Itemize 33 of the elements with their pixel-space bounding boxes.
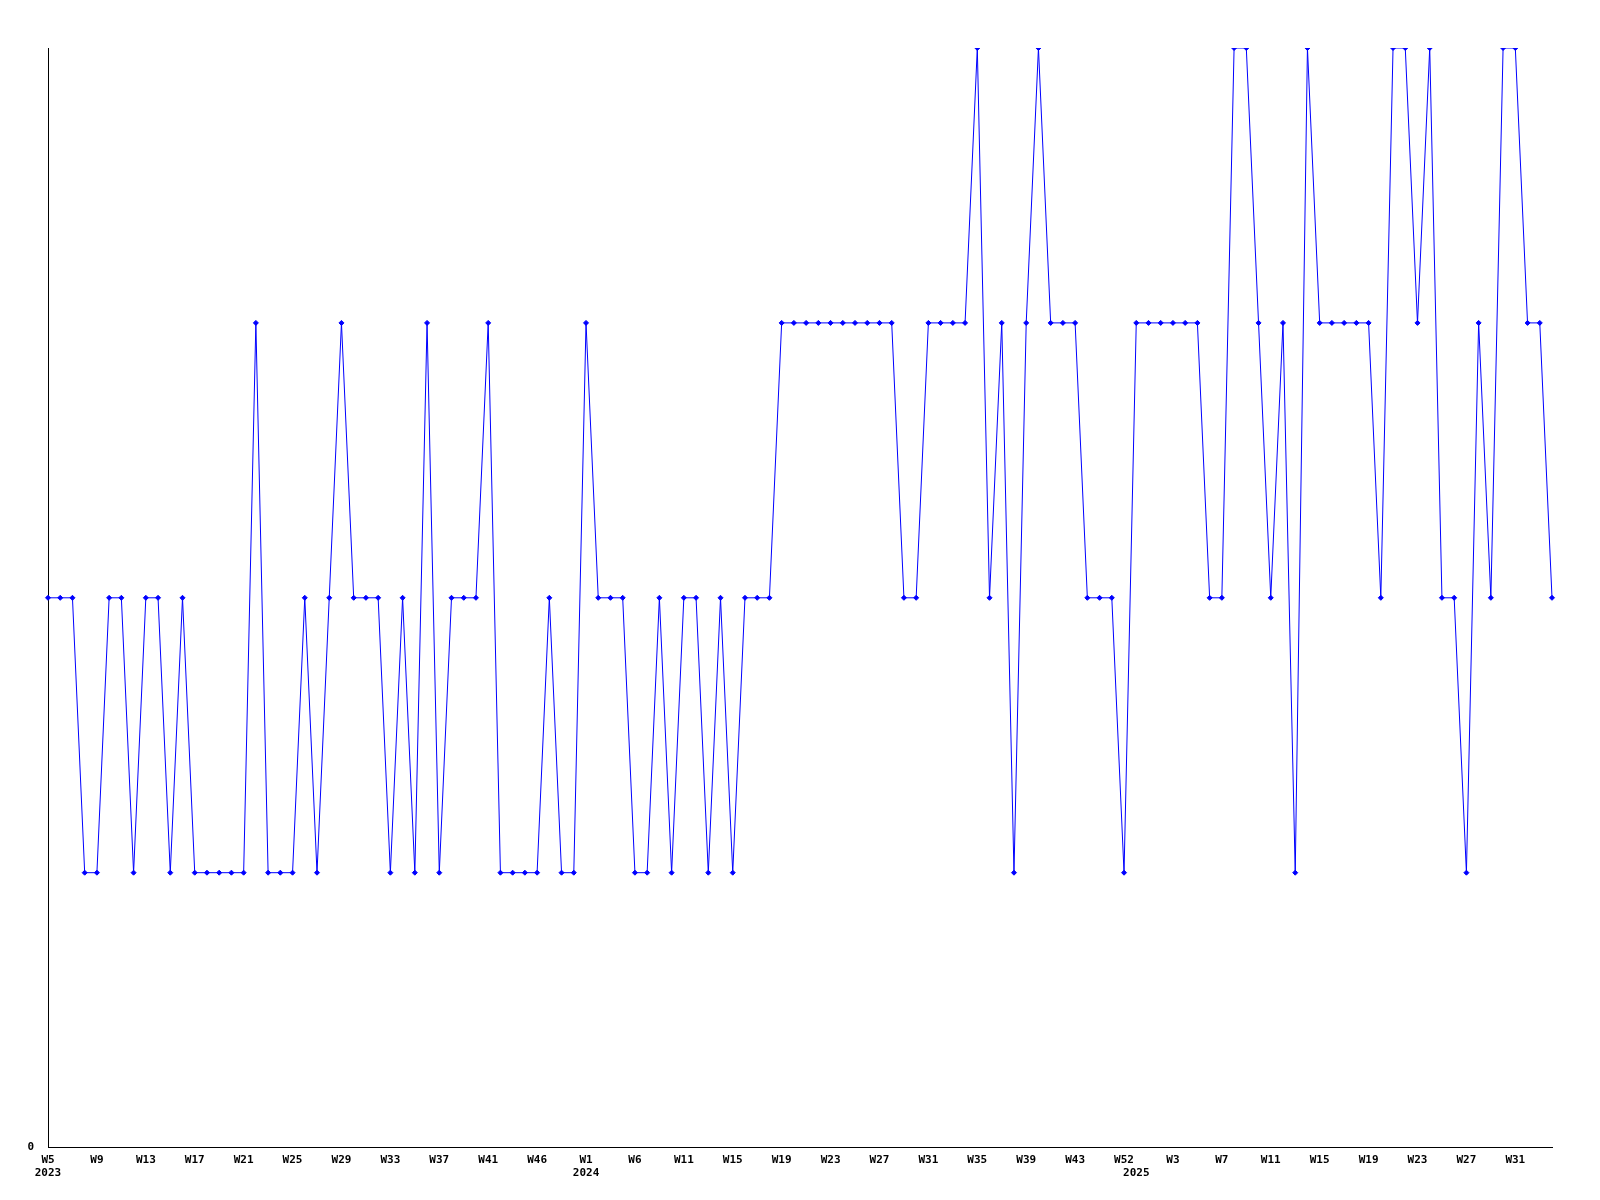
- x-tick-label: W25: [282, 1153, 303, 1167]
- x-tick-label: W23: [820, 1153, 841, 1167]
- x-tick-label: 2025: [1123, 1166, 1150, 1180]
- x-tick-label: W23: [1407, 1153, 1428, 1167]
- x-tick-label: W11: [673, 1153, 695, 1167]
- x-tick-label: W29: [331, 1153, 352, 1167]
- x-tick-label: W17: [184, 1153, 205, 1167]
- x-tick-label: W13: [135, 1153, 156, 1167]
- x-tick-label: W6: [628, 1153, 642, 1167]
- x-tick-label: W27: [1456, 1153, 1477, 1167]
- x-tick-label: W9: [90, 1153, 104, 1167]
- x-tick-label: W15: [1309, 1153, 1330, 1167]
- x-tick-label: W21: [233, 1153, 254, 1167]
- x-tick-label: W19: [1358, 1153, 1379, 1167]
- x-tick-label: W39: [1016, 1153, 1037, 1167]
- x-tick-label: W11: [1260, 1153, 1282, 1167]
- x-tick-label: W46: [527, 1153, 548, 1167]
- x-tick-label: W52: [1114, 1153, 1134, 1167]
- x-tick-label: W5 2023: [34, 1153, 62, 1180]
- x-tick-label: W41: [478, 1153, 499, 1167]
- x-tick-label: W1 2024: [572, 1153, 600, 1180]
- x-tick-label: W37: [429, 1153, 450, 1167]
- x-tick-label: W7: [1215, 1153, 1229, 1167]
- text: 0: [27, 1140, 34, 1154]
- x-tick-label: W19: [771, 1153, 792, 1167]
- x-tick-label: W27: [869, 1153, 890, 1167]
- x-tick-label: W35: [967, 1153, 988, 1167]
- x-tick-label: W43: [1065, 1153, 1086, 1167]
- x-tick-label: W15: [722, 1153, 743, 1167]
- x-tick-label: W31: [1505, 1153, 1526, 1167]
- x-tick-label: W31: [918, 1153, 939, 1167]
- x-tick-label: W3: [1166, 1153, 1180, 1167]
- x-tick-label: W33: [380, 1153, 401, 1167]
